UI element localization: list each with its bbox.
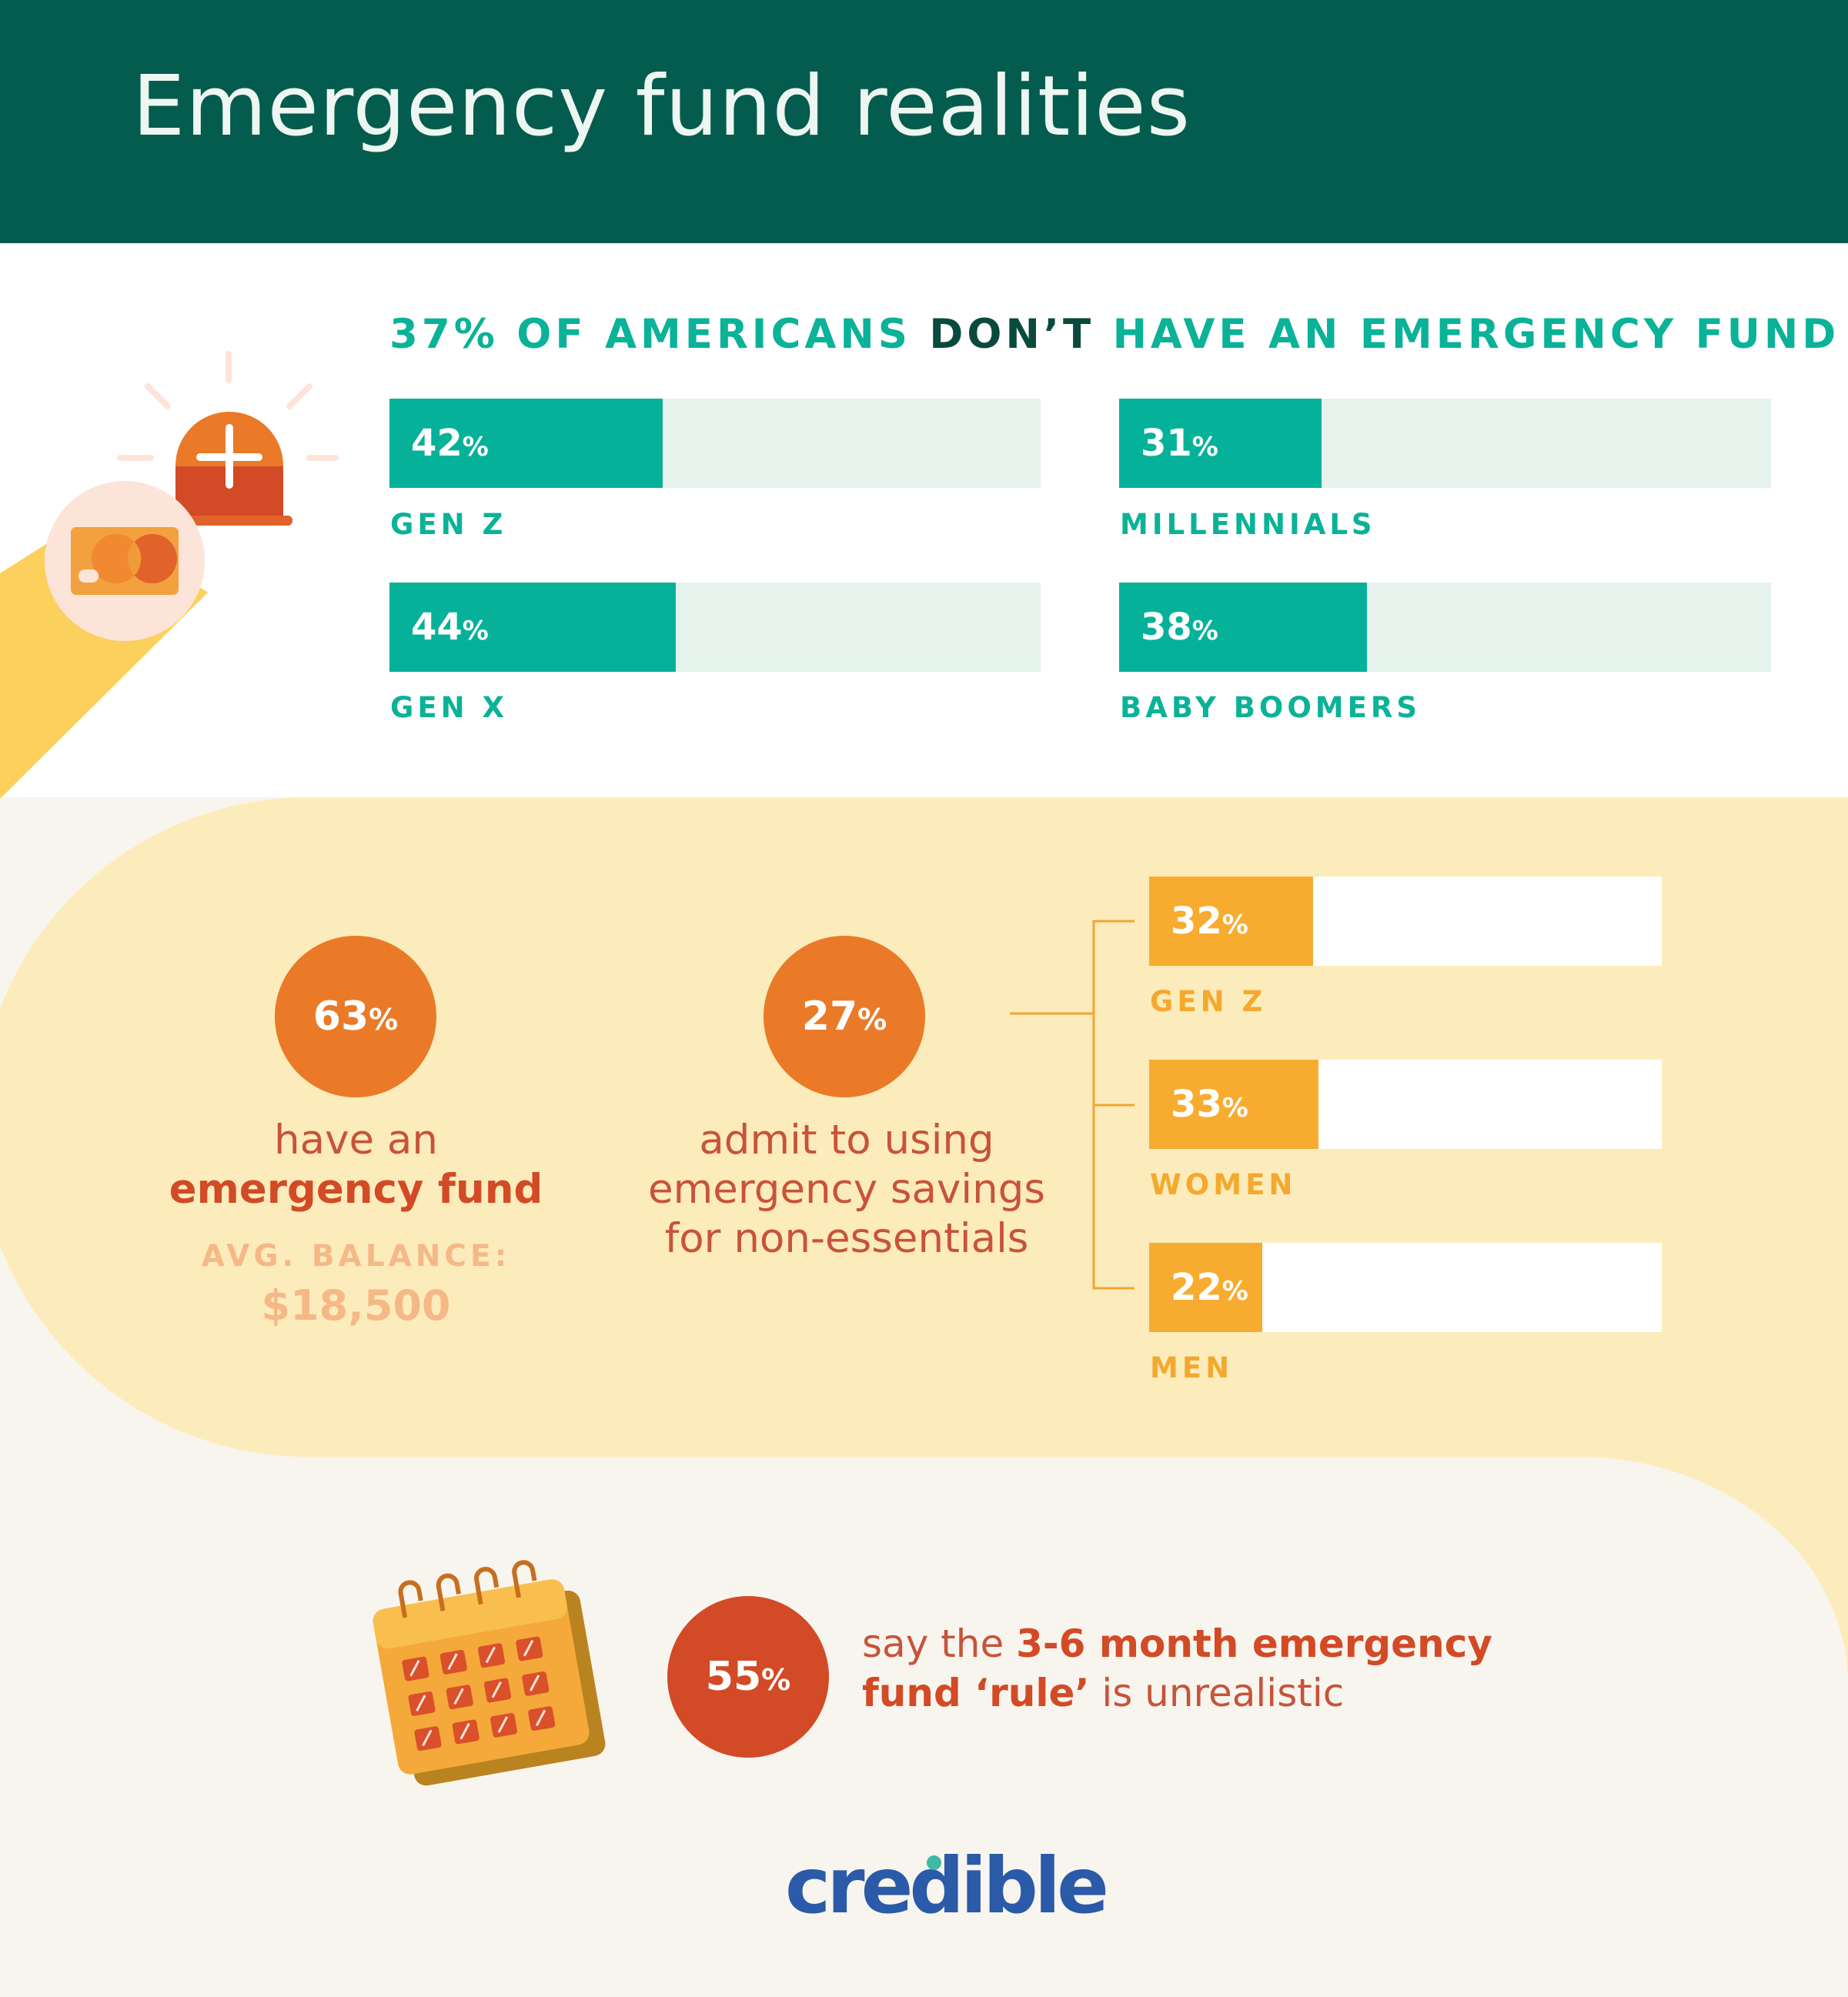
bar-value-ne-women: 33%	[1171, 1083, 1248, 1126]
stat-circle-have-fund: 63%	[275, 936, 436, 1097]
non-essentials-line-2: emergency savings	[648, 1166, 1045, 1213]
bar-value-ne-men: 22%	[1171, 1266, 1248, 1309]
bar-track-gen-x: 44%	[389, 583, 1041, 672]
headline: 37% OF AMERICANS DON’T HAVE AN EMERGENCY…	[389, 311, 1840, 358]
avg-balance-label: AVG. BALANCE:	[201, 1239, 511, 1274]
headline-part-3: HAVE AN EMERGENCY FUND	[1094, 311, 1840, 358]
bar-track-baby-boomers: 38%	[1119, 583, 1771, 672]
rule-text: say the 3-6 month emergency fund ‘rule’ i…	[862, 1619, 1555, 1718]
credible-logo: credible	[785, 1841, 1109, 1931]
bar-value-gen-x: 44%	[411, 606, 489, 649]
rule-text-emphasis-1: 3-6 month emergency	[1016, 1621, 1492, 1666]
bar-value-gen-z: 42%	[411, 422, 489, 465]
bar-label-gen-x: GEN X	[390, 691, 509, 724]
white-section	[0, 243, 1848, 797]
bar-ne-men	[1149, 1243, 1262, 1332]
stat-circle-non-essentials: 27%	[764, 936, 925, 1097]
have-fund-text: have an emergency fund	[131, 1116, 581, 1214]
yellow-band	[0, 797, 1848, 1685]
rule-text-emphasis-2: fund ‘rule’	[862, 1671, 1090, 1715]
bar-track-gen-z: 42%	[389, 399, 1041, 488]
bar-track-ne-men: 22%	[1149, 1243, 1662, 1332]
headline-emphasis: DON’T	[929, 311, 1095, 358]
logo-dot	[927, 1855, 941, 1870]
bar-track-ne-gen-z: 32%	[1149, 877, 1662, 966]
non-essentials-line-1: admit to using	[699, 1117, 994, 1164]
bar-value-ne-gen-z: 32%	[1171, 900, 1248, 943]
bar-baby-boomers	[1119, 583, 1367, 672]
non-essentials-text: admit to using emergency savings for non…	[608, 1116, 1085, 1264]
bracket-connector	[1010, 920, 1135, 1290]
have-fund-line-1: have an	[274, 1117, 438, 1164]
stat-circle-rule: 55%	[667, 1596, 829, 1758]
bar-label-ne-women: WOMEN	[1150, 1168, 1297, 1201]
have-fund-line-2: emergency fund	[169, 1166, 543, 1213]
bar-label-gen-z: GEN Z	[390, 508, 507, 541]
headline-part-1: 37% OF AMERICANS	[389, 311, 930, 358]
siren-icon	[117, 351, 339, 526]
bar-value-millennials: 31%	[1141, 422, 1218, 465]
calendar-icon	[373, 1560, 606, 1786]
bar-track-ne-women: 33%	[1149, 1060, 1662, 1149]
header-banner: Emergency fund realities	[0, 0, 1848, 243]
non-essentials-line-3: for non-essentials	[664, 1215, 1029, 1262]
bar-ne-women	[1149, 1060, 1318, 1149]
page-title: Emergency fund realities	[132, 58, 1191, 155]
rule-text-part-4: is unrealistic	[1089, 1671, 1345, 1715]
bar-millennials	[1119, 399, 1322, 488]
bar-track-millennials: 31%	[1119, 399, 1771, 488]
rule-text-part-1: say the	[862, 1621, 1017, 1666]
bar-ne-gen-z	[1149, 877, 1314, 966]
bar-gen-x	[389, 583, 677, 672]
bar-gen-z	[389, 399, 663, 488]
bar-label-baby-boomers: BABY BOOMERS	[1120, 691, 1422, 724]
avg-balance-value: $18,500	[261, 1281, 451, 1330]
bar-label-millennials: MILLENNIALS	[1120, 508, 1376, 541]
credit-card-icon	[45, 481, 205, 641]
bar-label-ne-gen-z: GEN Z	[1150, 985, 1267, 1018]
bar-value-baby-boomers: 38%	[1141, 606, 1218, 649]
bar-label-ne-men: MEN	[1150, 1351, 1234, 1384]
